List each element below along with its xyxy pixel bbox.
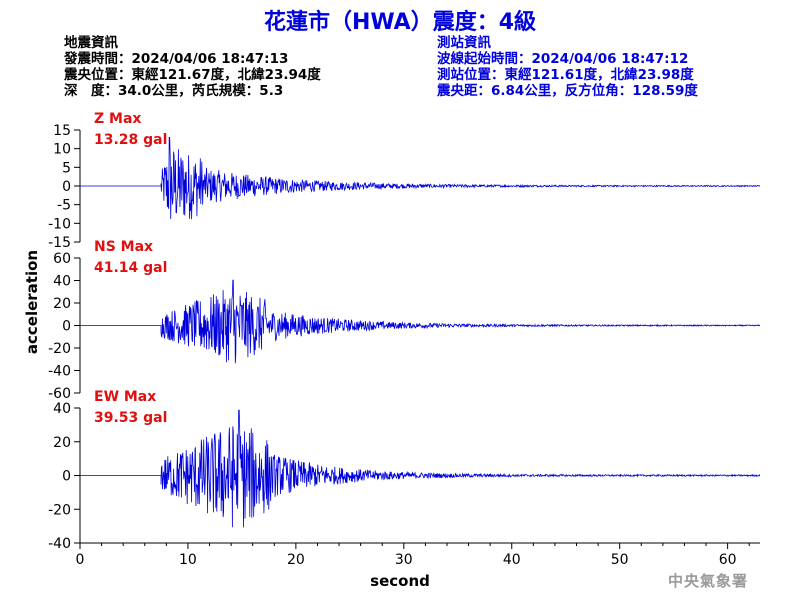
wave-start-time: 波線起始時間：2024/04/06 18:47:12 (437, 51, 689, 67)
y-tick-label: 0 (62, 319, 71, 335)
quake-info: 地震資訊 發震時間：2024/04/06 18:47:13 震央位置：東經121… (64, 35, 321, 99)
max-label-ew: EW Max (94, 389, 156, 405)
max-value-ew: 39.53 gal (94, 410, 167, 426)
origin-time: 發震時間：2024/04/06 18:47:13 (64, 51, 289, 67)
y-tick-label: -40 (48, 364, 71, 380)
y-tick-label: -10 (48, 216, 71, 232)
y-tick-label: -40 (48, 536, 71, 552)
depth-magnitude: 深 度：34.0公里，芮氏規模：5.3 (64, 83, 284, 99)
waveform-ns (80, 279, 761, 364)
x-tick-label: 60 (719, 552, 737, 568)
y-tick-label: 40 (53, 401, 71, 417)
y-tick-label: 5 (62, 160, 71, 176)
y-tick-label: -60 (48, 386, 71, 402)
y-tick-label: 10 (53, 142, 71, 158)
x-tick-label: 10 (179, 552, 197, 568)
y-tick-label: 40 (53, 274, 71, 290)
x-tick-label: 40 (503, 552, 521, 568)
station-location: 測站位置：東經121.61度，北緯23.98度 (437, 67, 694, 83)
x-tick-label: 50 (611, 552, 629, 568)
x-tick-label: 0 (76, 552, 85, 568)
y-tick-label: -20 (48, 341, 71, 357)
station-info-heading: 測站資訊 (437, 35, 491, 51)
epicenter: 震央位置：東經121.67度，北緯23.94度 (64, 67, 321, 83)
max-value-ns: 41.14 gal (94, 260, 167, 276)
y-tick-label: -20 (48, 502, 71, 518)
quake-info-heading: 地震資訊 (64, 35, 118, 51)
y-tick-label: 60 (53, 251, 71, 267)
y-tick-label: -15 (48, 235, 71, 251)
y-tick-label: 20 (53, 435, 71, 451)
y-tick-label: -5 (57, 198, 71, 214)
page-title: 花蓮市（HWA）震度：4級 (263, 10, 537, 35)
x-axis-label: second (370, 572, 430, 590)
max-label-z: Z Max (94, 111, 141, 127)
agency-watermark: 中央氣象署 (667, 572, 748, 590)
max-value-z: 13.28 gal (94, 132, 167, 148)
y-tick-label: 20 (53, 296, 71, 312)
max-label-ns: NS Max (94, 239, 153, 255)
y-tick-label: 0 (62, 179, 71, 195)
epicentral-distance: 震央距：6.84公里，反方位角：128.59度 (437, 83, 698, 99)
y-tick-label: 0 (62, 469, 71, 485)
x-tick-label: 30 (395, 552, 413, 568)
y-tick-label: 15 (53, 123, 71, 139)
x-tick-label: 20 (287, 552, 305, 568)
waveform-ew (80, 409, 761, 528)
station-info: 測站資訊 波線起始時間：2024/04/06 18:47:12 測站位置：東經1… (437, 35, 698, 99)
y-axis-label: acceleration (23, 250, 41, 354)
waveform-z (80, 137, 761, 220)
